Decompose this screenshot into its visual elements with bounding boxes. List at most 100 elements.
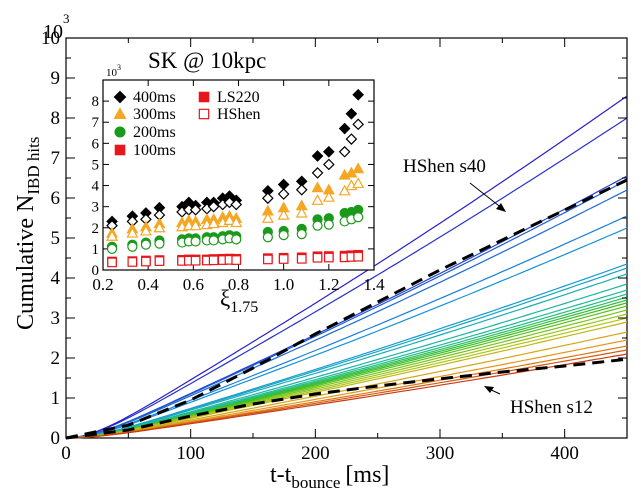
inset-point-triangle — [322, 190, 335, 202]
inset-point-triangle — [261, 212, 274, 223]
y-tick-label: 4 — [51, 268, 61, 289]
inset-multiplier-base: 10 — [106, 67, 118, 79]
main-series-line — [65, 267, 628, 439]
inset-point-diamond — [345, 107, 358, 120]
inset-point-square — [263, 254, 273, 265]
inset-x-tick-label: 0.2 — [92, 275, 113, 294]
inset-point-diamond — [262, 192, 274, 205]
y-tick-label: 10 — [41, 28, 60, 49]
inset-point-triangle — [207, 217, 220, 229]
main-series-line — [65, 117, 628, 439]
inset-point-triangle — [277, 208, 290, 220]
inset-point-circle — [127, 241, 138, 252]
x-tick-label: 100 — [176, 443, 205, 464]
inset-point-diamond — [311, 167, 324, 179]
inset-x-tick-label: 0.4 — [138, 275, 160, 294]
inset-point-circle — [312, 220, 323, 231]
main-series-line — [65, 189, 628, 439]
y-tick-label: 5 — [51, 228, 61, 249]
inset-x-axis-label-sub: 1.75 — [230, 299, 258, 316]
inset-point-diamond — [322, 145, 335, 158]
inset-point-triangle — [311, 194, 324, 205]
inset-point-square — [198, 108, 210, 120]
y-axis-label-sub: IBD hits — [24, 137, 43, 195]
inset-point-diamond — [322, 158, 335, 171]
inset-ticks-group: 0.2 0.4 0.6 0.8 1.0 1.2 1.4 0 1 2 3 4 5 6 7 8 — [92, 80, 385, 294]
y-multiplier-exp: 3 — [63, 11, 70, 26]
y-tick-label: 0 — [51, 428, 61, 449]
x-axis-label-unit: [ms] — [345, 462, 389, 488]
inset-point-circle — [208, 235, 219, 246]
annotation-hshen-s12: HShen s12 — [510, 397, 593, 418]
inset-y-tick-label: 3 — [92, 200, 100, 216]
inset-point-diamond — [338, 145, 351, 158]
inset-point-square — [154, 256, 165, 266]
inset-point-triangle — [153, 221, 166, 233]
chart-title: SK @ 10kpc — [148, 48, 266, 73]
inset-point-triangle — [352, 162, 365, 174]
y-tick-label: 9 — [51, 68, 61, 89]
annotation-arrow-s40 — [469, 182, 504, 210]
main-dashed-group — [65, 178, 628, 440]
main-series-line — [65, 353, 628, 439]
inset-y-tick-label: 1 — [92, 242, 100, 258]
y-tick-label: 7 — [51, 148, 61, 169]
inset-point-triangle — [295, 206, 308, 218]
inset-point-triangle — [352, 177, 365, 189]
y-tick-label: 6 — [51, 188, 61, 209]
x-tick-label: 0 — [61, 443, 71, 464]
inset-point-triangle — [338, 184, 351, 196]
inset-point-square — [198, 91, 210, 103]
inset-legend-label: LS220 — [217, 89, 260, 106]
main-series-line — [65, 273, 628, 439]
x-axis-label-main: t-t — [270, 462, 292, 488]
inset-point-diamond — [277, 188, 290, 200]
inset-y-tick-label: 7 — [92, 115, 100, 131]
inset-point-triangle — [126, 226, 139, 238]
inset-point-triangle — [230, 216, 243, 228]
y-axis-label-main: Cumulative N — [13, 195, 39, 330]
main-series-line — [65, 339, 628, 439]
y-tick-label: 8 — [51, 108, 61, 129]
inset-point-triangle — [189, 219, 202, 231]
y-tick-label: 1 — [51, 388, 61, 409]
inset-legend-label: 300ms — [133, 106, 176, 123]
inset-point-square — [296, 253, 307, 264]
inset-point-diamond — [352, 88, 365, 101]
inset-point-circle — [323, 219, 334, 230]
inset-point-circle — [278, 230, 289, 241]
y-multiplier-base: 10 — [43, 21, 63, 43]
annotation-arrowhead-s12 — [484, 386, 494, 393]
main-series-line — [65, 331, 628, 439]
inset-legend-label: 400ms — [133, 89, 176, 106]
x-axis-label: t-tbounce [ms] — [270, 462, 389, 492]
inset-x-axis-label-main: ξ — [220, 286, 230, 311]
inset-point-diamond — [230, 198, 243, 211]
inset-point-circle — [231, 234, 242, 245]
inset-x-tick-label: 0.6 — [183, 275, 204, 294]
inset-point-circle — [296, 229, 307, 240]
dashed-series-line — [65, 178, 628, 440]
inset-y-tick-label: 2 — [92, 221, 100, 237]
x-axis-label-sub: bounce — [291, 473, 340, 492]
inset-y-tick-label: 0 — [92, 263, 100, 279]
inset-y-tick-label: 8 — [92, 94, 100, 110]
inset-point-square — [107, 257, 117, 268]
inset-point-triangle — [311, 181, 324, 193]
inset-point-triangle — [223, 214, 236, 225]
inset-point-square — [231, 255, 242, 265]
inset-point-square — [353, 251, 364, 262]
inset-point-circle — [140, 239, 152, 250]
inset-point-diamond — [189, 203, 202, 216]
y-tick-label: 2 — [51, 348, 61, 369]
inset-point-square — [190, 255, 201, 266]
inset-point-square — [114, 144, 126, 156]
inset-multiplier-exp: 3 — [117, 63, 121, 72]
x-tick-label: 400 — [550, 443, 579, 464]
y-tick-label: 3 — [51, 308, 61, 329]
inset-point-triangle — [106, 229, 119, 241]
inset-point-circle — [353, 212, 364, 223]
inset-legend-label: 100ms — [133, 142, 176, 159]
main-series-line — [65, 95, 628, 439]
